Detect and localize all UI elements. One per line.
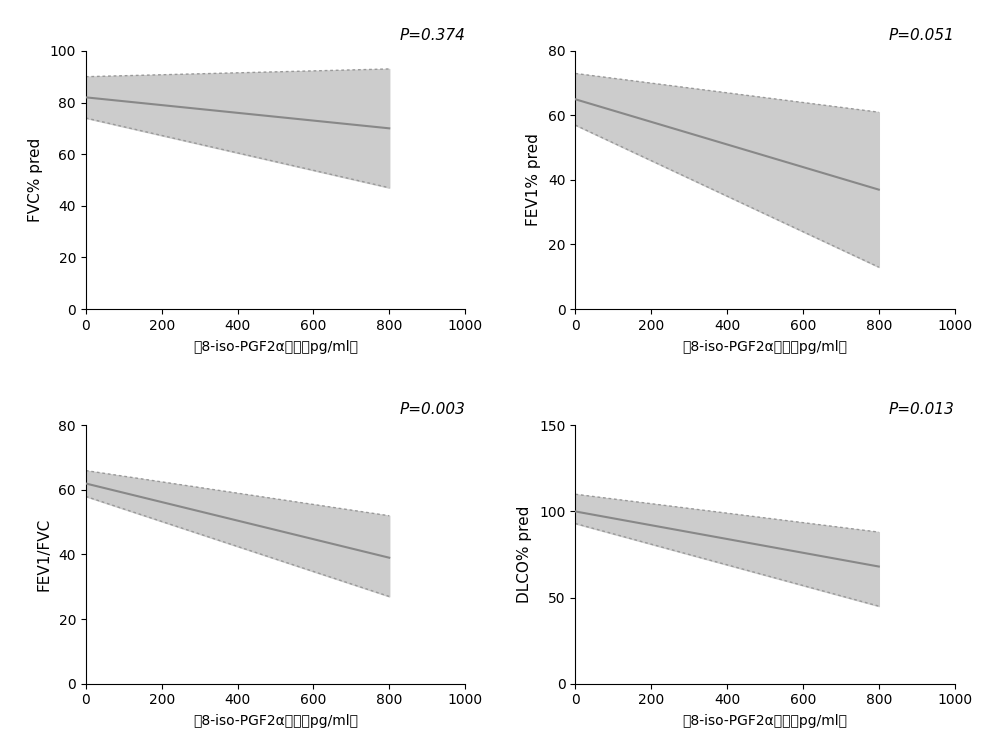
Y-axis label: DLCO% pred: DLCO% pred [517, 506, 532, 603]
Text: P=0.051: P=0.051 [889, 28, 955, 43]
X-axis label: 痰8-iso-PGF2α浓度（pg/ml）: 痰8-iso-PGF2α浓度（pg/ml） [193, 339, 358, 354]
Y-axis label: FVC% pred: FVC% pred [28, 138, 43, 222]
Text: P=0.003: P=0.003 [399, 402, 465, 417]
X-axis label: 痰8-iso-PGF2α浓度（pg/ml）: 痰8-iso-PGF2α浓度（pg/ml） [193, 714, 358, 728]
Y-axis label: FEV1/FVC: FEV1/FVC [37, 518, 52, 591]
X-axis label: 痰8-iso-PGF2α浓度（pg/ml）: 痰8-iso-PGF2α浓度（pg/ml） [683, 339, 848, 354]
Text: P=0.374: P=0.374 [399, 28, 465, 43]
Y-axis label: FEV1% pred: FEV1% pred [526, 134, 541, 226]
Text: P=0.013: P=0.013 [889, 402, 955, 417]
X-axis label: 痰8-iso-PGF2α浓度（pg/ml）: 痰8-iso-PGF2α浓度（pg/ml） [683, 714, 848, 728]
